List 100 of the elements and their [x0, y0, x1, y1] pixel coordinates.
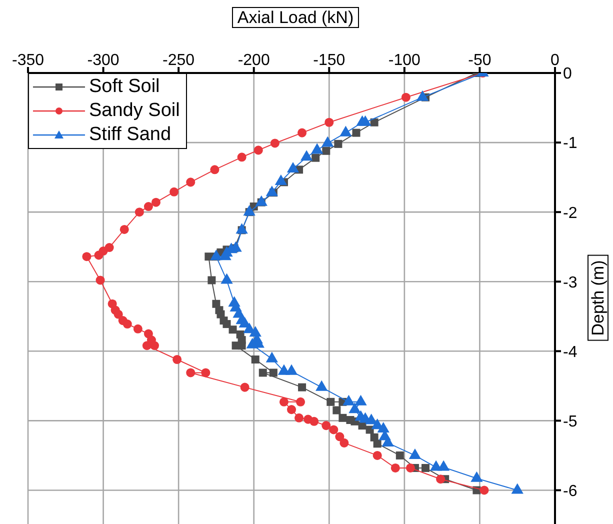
- point: [172, 354, 182, 364]
- x-tick-label: -200: [238, 52, 270, 69]
- point: [269, 368, 278, 377]
- point: [408, 448, 422, 459]
- x-tick-label: -300: [87, 52, 120, 69]
- point: [266, 186, 278, 196]
- point: [334, 140, 342, 148]
- legend-label: Soft Soil: [89, 76, 160, 98]
- point: [236, 223, 248, 234]
- point: [438, 460, 450, 471]
- point: [480, 486, 489, 495]
- point: [251, 356, 260, 364]
- point: [354, 394, 367, 406]
- point: [270, 138, 280, 148]
- y-tick-label: -6: [563, 482, 578, 500]
- point: [372, 450, 382, 460]
- point: [311, 143, 324, 154]
- x-axis-title: Axial Load (kN): [232, 7, 359, 28]
- point: [348, 402, 361, 414]
- point: [342, 394, 355, 406]
- point: [82, 252, 92, 262]
- x-tick-label: -350: [12, 52, 44, 69]
- y-tick-label: 0: [563, 66, 572, 83]
- point: [390, 463, 400, 472]
- point: [324, 118, 334, 127]
- point: [120, 224, 129, 234]
- point: [258, 368, 267, 377]
- point: [286, 405, 296, 414]
- point: [285, 364, 298, 375]
- point: [255, 195, 268, 206]
- y-tick-label: -4: [563, 344, 578, 361]
- point: [470, 471, 483, 482]
- point: [228, 326, 237, 334]
- point: [266, 352, 278, 362]
- point: [296, 397, 306, 406]
- x-tick-label: 0: [550, 52, 560, 69]
- y-tick-label: -3: [563, 274, 578, 292]
- x-tick-label: -250: [162, 52, 195, 69]
- point: [96, 276, 105, 285]
- point: [150, 341, 159, 350]
- x-tick-label: -150: [313, 52, 346, 69]
- point: [396, 451, 404, 460]
- point: [208, 276, 216, 284]
- point: [243, 205, 256, 216]
- y-tick-label: -5: [563, 413, 578, 430]
- point: [422, 464, 430, 472]
- point: [186, 368, 196, 378]
- point: [332, 406, 341, 414]
- point: [340, 438, 349, 448]
- y-axis-title: Depth (m): [588, 255, 608, 341]
- point: [316, 380, 328, 391]
- point: [222, 320, 231, 328]
- point: [338, 414, 347, 422]
- point: [133, 324, 142, 334]
- point: [237, 152, 246, 162]
- point: [232, 342, 240, 350]
- point: [170, 187, 179, 196]
- point: [406, 463, 415, 472]
- point: [134, 208, 144, 217]
- point: [210, 165, 220, 174]
- point: [322, 136, 334, 147]
- point: [144, 202, 153, 212]
- x-tick-label: -50: [468, 52, 492, 69]
- x-tick-label: -100: [388, 52, 421, 69]
- point: [122, 320, 132, 329]
- point: [294, 413, 304, 422]
- point: [201, 368, 210, 378]
- point: [322, 146, 330, 155]
- point: [436, 474, 446, 484]
- y-tick-label: -1: [563, 135, 578, 152]
- point: [366, 426, 374, 434]
- point: [310, 416, 319, 426]
- point: [254, 146, 263, 155]
- y-tick-label: -2: [563, 204, 578, 222]
- point: [151, 198, 160, 207]
- point: [298, 128, 307, 138]
- point: [300, 150, 313, 161]
- point: [329, 425, 338, 434]
- point: [279, 397, 288, 406]
- point: [312, 154, 320, 162]
- point: [220, 273, 233, 284]
- point: [94, 250, 104, 260]
- point: [373, 440, 382, 448]
- point: [335, 432, 344, 442]
- point: [114, 310, 123, 319]
- point: [246, 338, 258, 348]
- point: [204, 252, 213, 261]
- point: [142, 341, 152, 350]
- point: [401, 92, 410, 102]
- point: [186, 178, 196, 187]
- point: [352, 128, 360, 137]
- legend-label: Stiff Sand: [89, 124, 172, 146]
- point: [210, 250, 222, 260]
- point: [298, 383, 306, 392]
- point: [511, 483, 524, 494]
- point: [326, 398, 335, 406]
- point: [377, 422, 390, 433]
- point: [322, 421, 331, 430]
- legend-label: Sandy Soil: [89, 100, 180, 122]
- point: [240, 382, 250, 392]
